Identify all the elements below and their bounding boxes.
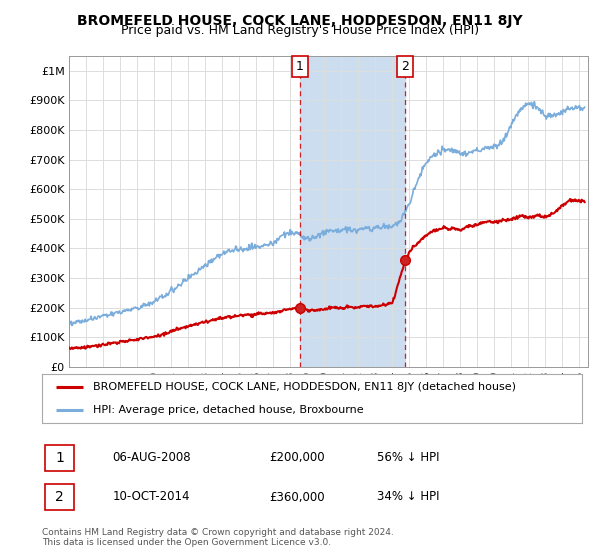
Text: Price paid vs. HM Land Registry's House Price Index (HPI): Price paid vs. HM Land Registry's House … [121, 24, 479, 37]
Text: 1: 1 [55, 451, 64, 465]
Bar [300, 56, 406, 367]
Text: £360,000: £360,000 [269, 491, 325, 503]
Text: 2: 2 [55, 490, 64, 504]
Text: 10-OCT-2014: 10-OCT-2014 [112, 491, 190, 503]
Text: BROMEFELD HOUSE, COCK LANE, HODDESDON, EN11 8JY (detached house): BROMEFELD HOUSE, COCK LANE, HODDESDON, E… [94, 382, 516, 393]
Text: Contains HM Land Registry data © Crown copyright and database right 2024.
This d: Contains HM Land Registry data © Crown c… [42, 528, 394, 547]
Text: 56% ↓ HPI: 56% ↓ HPI [377, 451, 439, 464]
Text: HPI: Average price, detached house, Broxbourne: HPI: Average price, detached house, Brox… [94, 405, 364, 416]
Text: 34% ↓ HPI: 34% ↓ HPI [377, 491, 439, 503]
Text: 06-AUG-2008: 06-AUG-2008 [112, 451, 191, 464]
Text: BROMEFELD HOUSE, COCK LANE, HODDESDON, EN11 8JY: BROMEFELD HOUSE, COCK LANE, HODDESDON, E… [77, 14, 523, 28]
Text: 1: 1 [296, 60, 304, 73]
Text: £200,000: £200,000 [269, 451, 325, 464]
FancyBboxPatch shape [45, 445, 74, 471]
Text: 2: 2 [401, 60, 409, 73]
FancyBboxPatch shape [45, 484, 74, 510]
